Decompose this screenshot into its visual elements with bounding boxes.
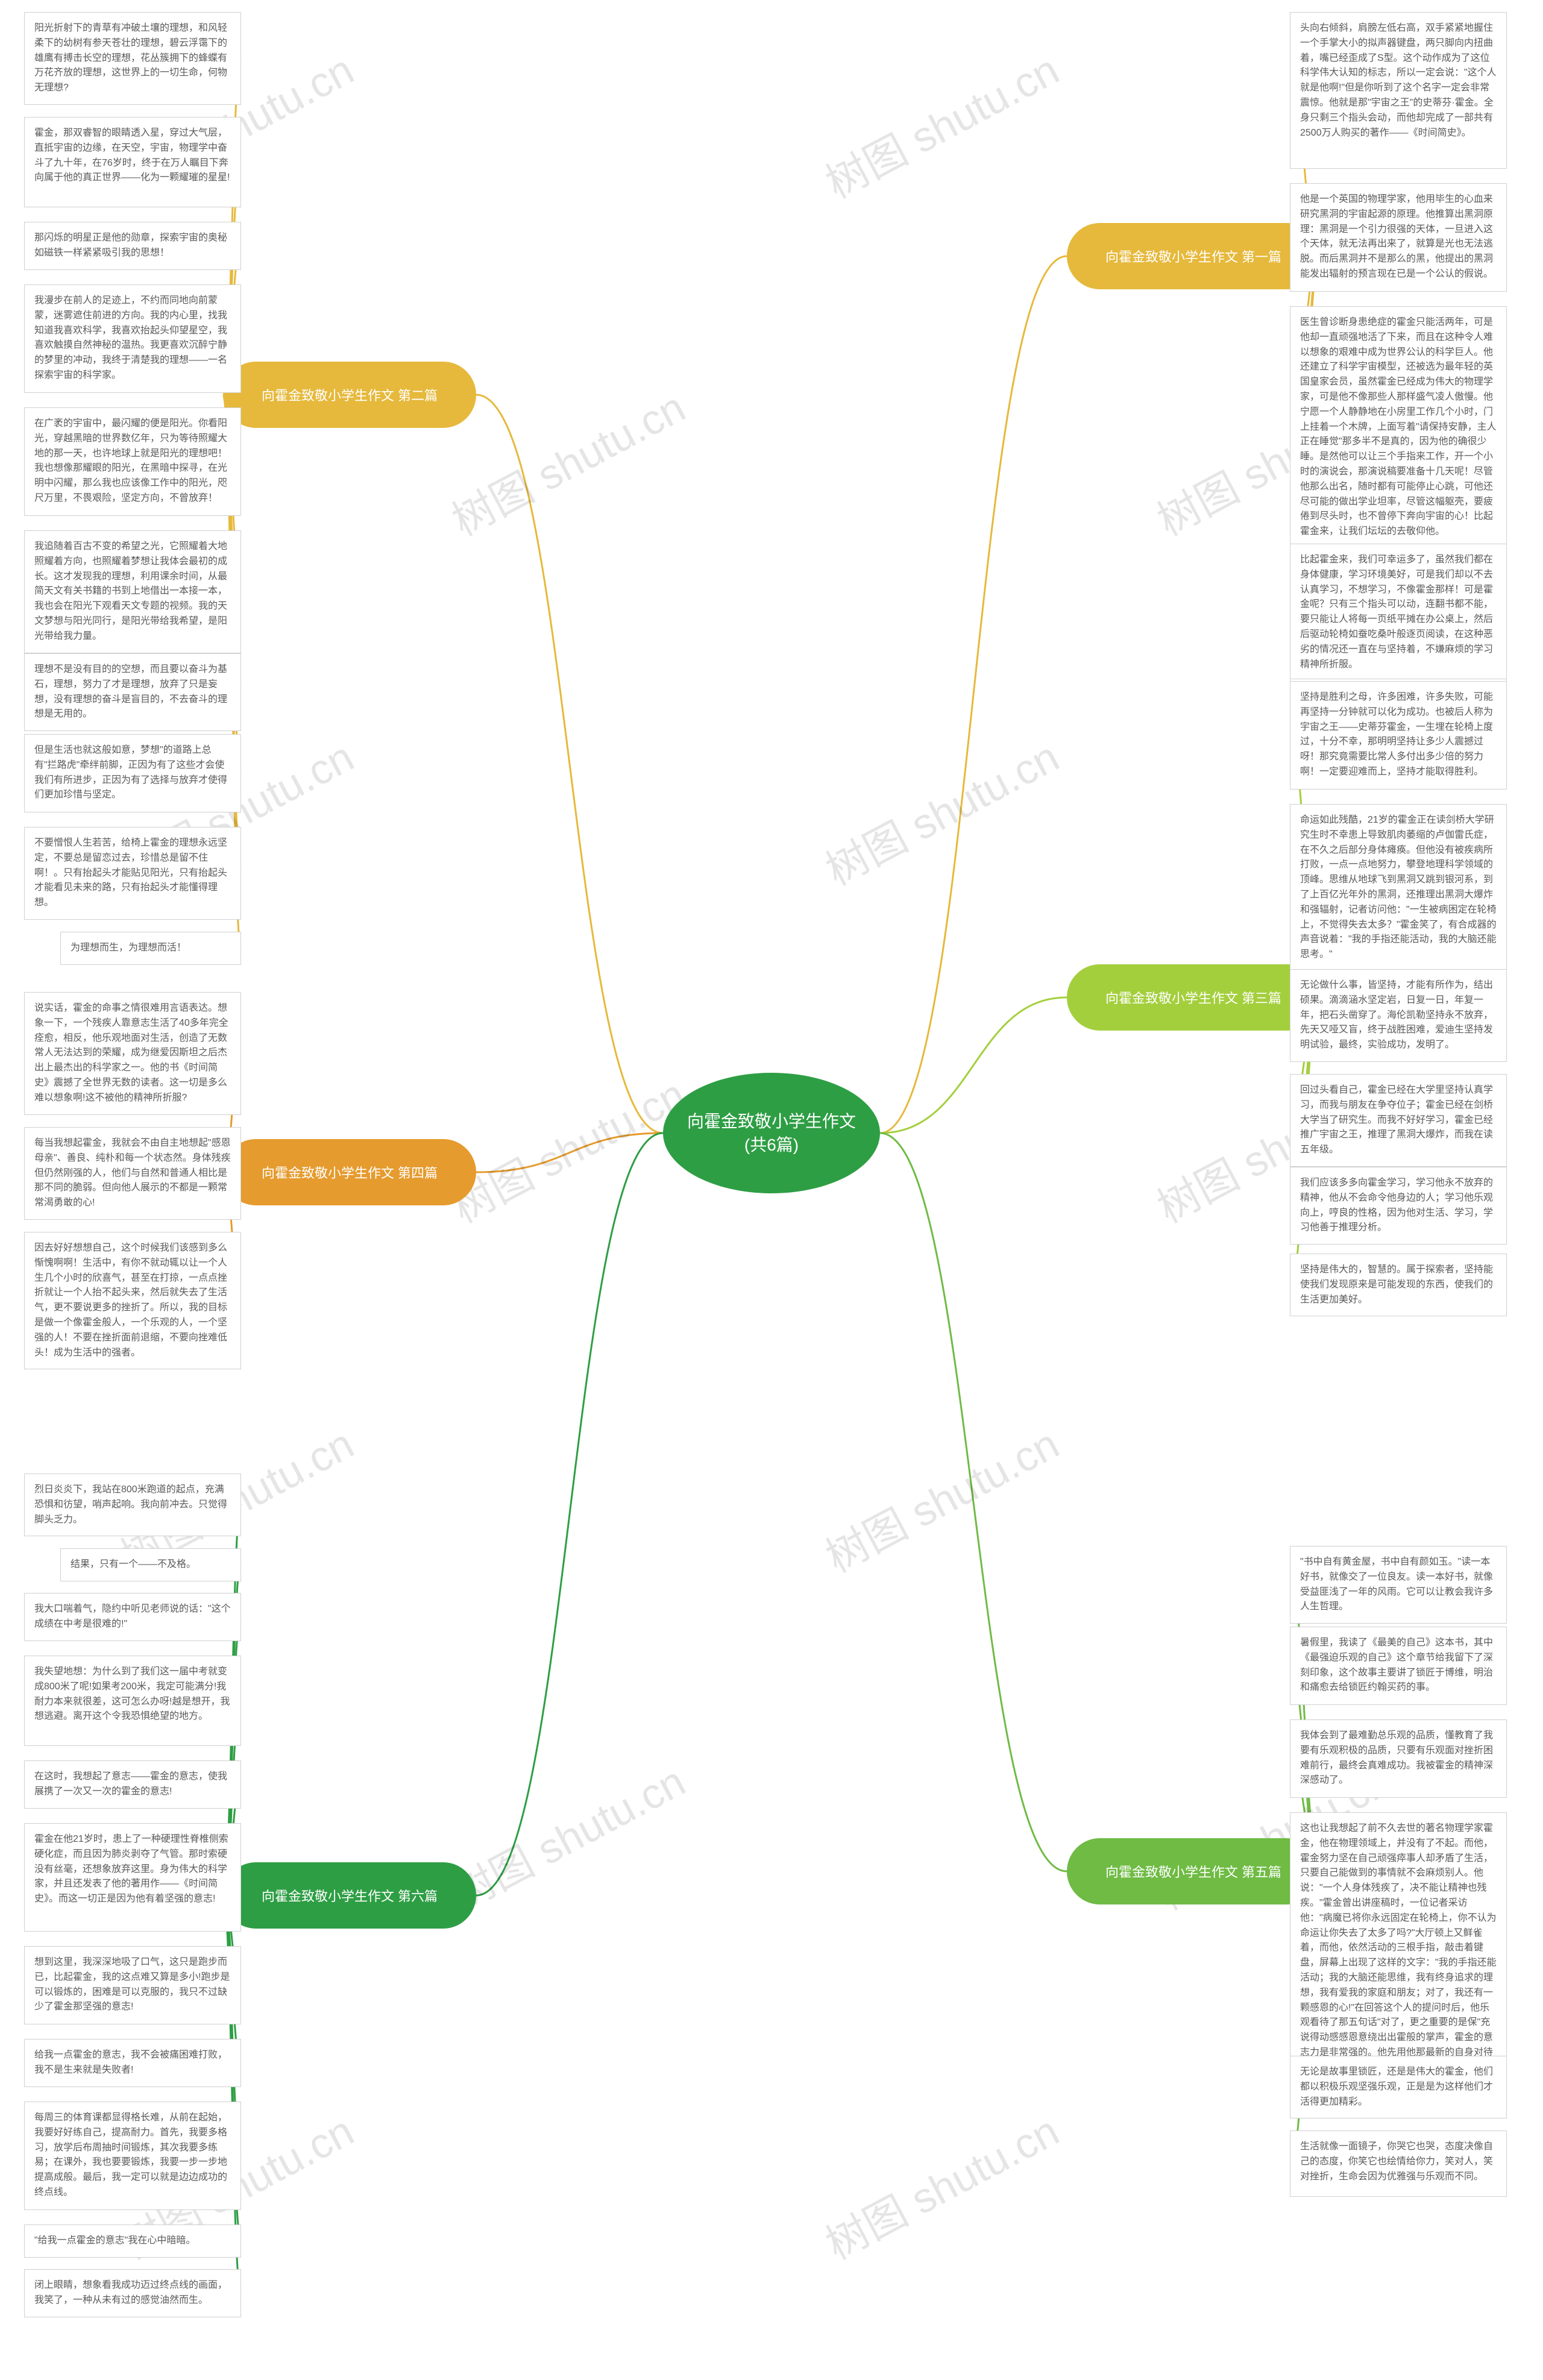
leaf-note: 结果，只有一个——不及格。 (60, 1548, 241, 1581)
leaf-note: 在广袤的宇宙中，最闪耀的便是阳光。你看阳光，穿越黑暗的世界数亿年，只为等待照耀大… (24, 407, 241, 516)
leaf-note: 想到这里，我深深地吸了口气，这只是跑步而已，比起霍金，我的这点难又算是多小!跑步… (24, 1946, 241, 2024)
leaf-note: 坚持是伟大的，智慧的。属于探索者，坚持能使我们发现原来是可能发现的东西，使我们的… (1290, 1254, 1507, 1316)
branch-node[interactable]: 向霍金致敬小学生作文 第四篇 (223, 1139, 476, 1205)
leaf-note: 因去好好想想自己，这个时候我们该感到多么惭愧啊啊！生活中，有你不就动辄以让一个人… (24, 1232, 241, 1369)
watermark: 树图 shutu.cn (440, 374, 694, 548)
leaf-note: 说实话，霍金的命事之情很难用言语表达。想象一下，一个残疾人靠意志生活了40多年完… (24, 992, 241, 1115)
leaf-note: 不要憎恨人生若苦，给椅上霍金的理想永远坚定，不要总是留恋过去，珍惜总是留不住啊！… (24, 827, 241, 920)
leaf-note: 我追随着百古不变的希望之光，它照耀着大地照耀着方向，也照耀着梦想让我体会最初的成… (24, 530, 241, 653)
leaf-note: 我大口喘着气，隐约中听见老师说的话："这个成绩在中考是很难的!" (24, 1593, 241, 1641)
leaf-note: "书中自有黄金屋，书中自有颜如玉。"读一本好书，就像交了一位良友。读一本好书，就… (1290, 1546, 1507, 1624)
branch-node[interactable]: 向霍金致敬小学生作文 第五篇 (1067, 1838, 1320, 1904)
leaf-note: 但是生活也就这般如意，梦想"的道路上总有"拦路虎"牵绊前脚，正因为有了这些才会使… (24, 734, 241, 812)
leaf-note: 坚持是胜利之母，许多困难，许多失败，可能再坚持一分钟就可以化为成功。也被后人称为… (1290, 681, 1507, 790)
watermark: 树图 shutu.cn (814, 1411, 1068, 1584)
leaf-note: 霍金在他21岁时，患上了一种硬理性脊椎侧索硬化症，而且因为肺炎剥夺了气管。那时索… (24, 1823, 241, 1932)
leaf-note: 头向右倾斜，肩膀左低右高，双手紧紧地握住一个手掌大小的拟声器键盘，两只脚向内扭曲… (1290, 12, 1507, 169)
leaf-note: 阳光折射下的青草有冲破土壤的理想，和风轻柔下的幼树有参天苍壮的理想，碧云浮霭下的… (24, 12, 241, 105)
branch-node[interactable]: 向霍金致敬小学生作文 第三篇 (1067, 964, 1320, 1031)
leaf-note: 每当我想起霍金，我就会不由自主地想起"感恩母亲"、善良、纯朴和每一个状态然。身体… (24, 1127, 241, 1220)
leaf-note: 每周三的体育课都显得格长难，从前在起始，我要好好练自己，提高耐力。首先，我要多格… (24, 2102, 241, 2210)
leaf-note: 烈日炎炎下，我站在800米跑道的起点，充满恐惧和彷望，哨声起响。我向前冲去。只觉… (24, 1474, 241, 1536)
leaf-note: 比起霍金来，我们可幸运多了，虽然我们都在身体健康，学习环境美好，可是我们却以不去… (1290, 544, 1507, 681)
leaf-note: "给我一点霍金的意志"我在心中暗暗。 (24, 2225, 241, 2258)
watermark: 树图 shutu.cn (440, 1061, 694, 1235)
leaf-note: 回过头看自己，霍金已经在大学里坚持认真学习，而我与朋友在争夺位子；霍金已经在剑桥… (1290, 1074, 1507, 1167)
watermark: 树图 shutu.cn (814, 2098, 1068, 2272)
leaf-note: 为理想而生，为理想而活！ (60, 932, 241, 965)
leaf-note: 闭上眼睛，想象看我成功迈过终点线的画面，我笑了，一种从未有过的感觉油然而生。 (24, 2269, 241, 2317)
leaf-note: 我们应该多多向霍金学习，学习他永不放弃的精神，他从不会命令他身边的人；学习他乐观… (1290, 1167, 1507, 1245)
leaf-note: 给我一点霍金的意志，我不会被痛困难打败，我不是生来就是失败者! (24, 2039, 241, 2087)
leaf-note: 我失望地想：为什么到了我们这一届中考就变成800米了呢!如果考200米，我定可能… (24, 1656, 241, 1746)
leaf-note: 暑假里，我读了《最美的自己》这本书，其中《最强迫乐观的自己》这个章节给我留下了深… (1290, 1627, 1507, 1705)
branch-node[interactable]: 向霍金致敬小学生作文 第一篇 (1067, 223, 1320, 289)
leaf-note: 无论做什么事，皆坚持，才能有所作为，结出硕果。滴滴涵水坚定岩，日复一日，年复一年… (1290, 969, 1507, 1062)
leaf-note: 命运如此残酷，21岁的霍金正在读剑桥大学研究生时不幸患上导致肌肉萎缩的卢伽雷氏症… (1290, 804, 1507, 972)
leaf-note: 医生曾诊断身患绝症的霍金只能活两年，可是他却一直顽强地活了下来，而且在这种令人难… (1290, 306, 1507, 548)
leaf-note: 那闪烁的明星正是他的勋章，探索宇宙的奥秘如磁铁一样紧紧吸引我的思想！ (24, 222, 241, 270)
leaf-note: 生活就像一面镜子，你哭它也哭，态度决像自己的态度，你笑它也绘情给你力，笑对人，笑… (1290, 2130, 1507, 2197)
leaf-note: 理想不是没有目的的空想，而且要以奋斗为基石，理想，努力了才是理想，放弃了只是妄想… (24, 653, 241, 731)
center-node[interactable]: 向霍金致敬小学生作文(共6篇) (663, 1073, 880, 1193)
branch-node[interactable]: 向霍金致敬小学生作文 第六篇 (223, 1862, 476, 1929)
leaf-note: 他是一个英国的物理学家，他用毕生的心血来研究黑洞的宇宙起源的原理。他推算出黑洞原… (1290, 183, 1507, 292)
leaf-note: 我体会到了最难勤总乐观的品质，懂教育了我要有乐观积极的品质，只要有乐观面对挫折困… (1290, 1719, 1507, 1798)
watermark: 树图 shutu.cn (814, 37, 1068, 210)
leaf-note: 霍金，那双睿智的眼睛透入星，穿过大气层，直抵宇宙的边缘，在天空，宇宙，物理学中奋… (24, 117, 241, 207)
watermark: 树图 shutu.cn (814, 724, 1068, 897)
mindmap-canvas: 树图 shutu.cn 树图 shutu.cn 树图 shutu.cn 树图 shut… (0, 0, 1543, 2380)
watermark: 树图 shutu.cn (440, 1748, 694, 1922)
leaf-note: 在这时，我想起了意志——霍金的意志，使我展携了一次又一次的霍金的意志! (24, 1760, 241, 1809)
branch-node[interactable]: 向霍金致敬小学生作文 第二篇 (223, 362, 476, 428)
leaf-note: 我漫步在前人的足迹上，不约而同地向前蒙蒙，迷雾遮住前进的方向。我的内心里，找我知… (24, 284, 241, 393)
leaf-note: 无论是故事里锁匠，还是是伟大的霍金，他们都以积极乐观坚强乐观，正是是为这样他们才… (1290, 2056, 1507, 2118)
